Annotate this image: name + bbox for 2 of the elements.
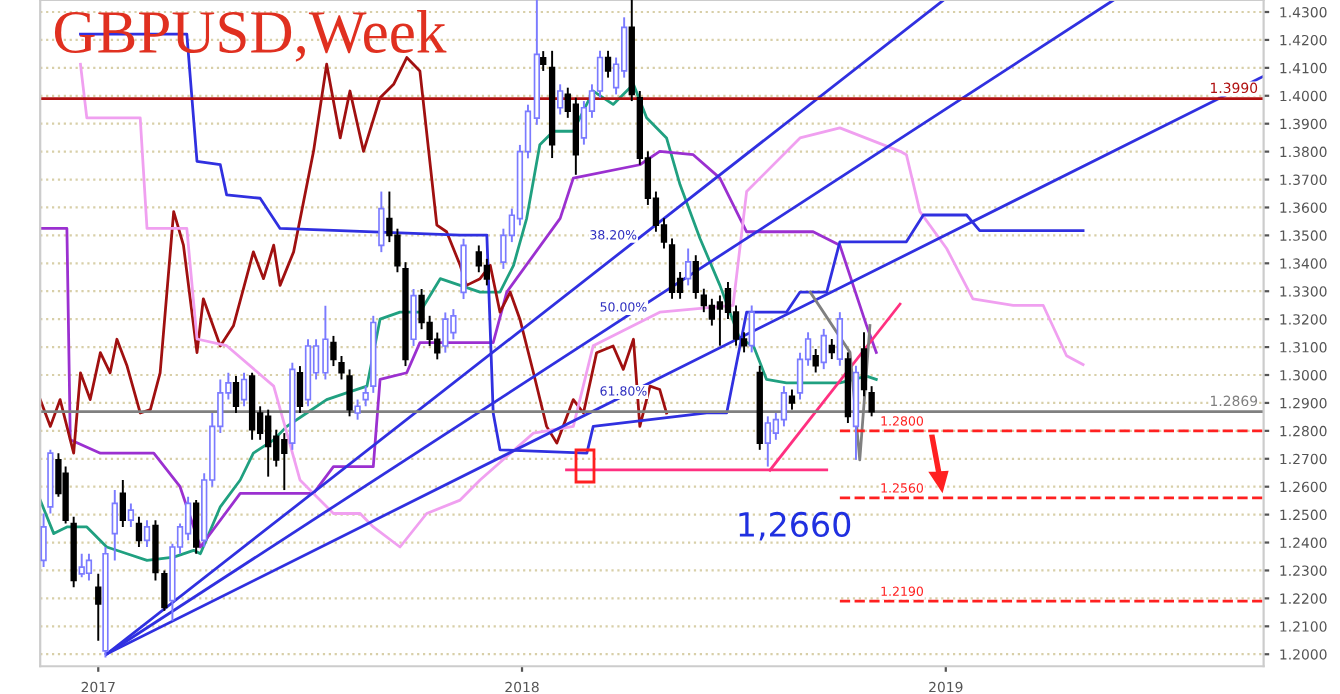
annotation: 1,2660 [739, 511, 851, 541]
chart-title: GBPUSD,Week [54, 9, 447, 62]
